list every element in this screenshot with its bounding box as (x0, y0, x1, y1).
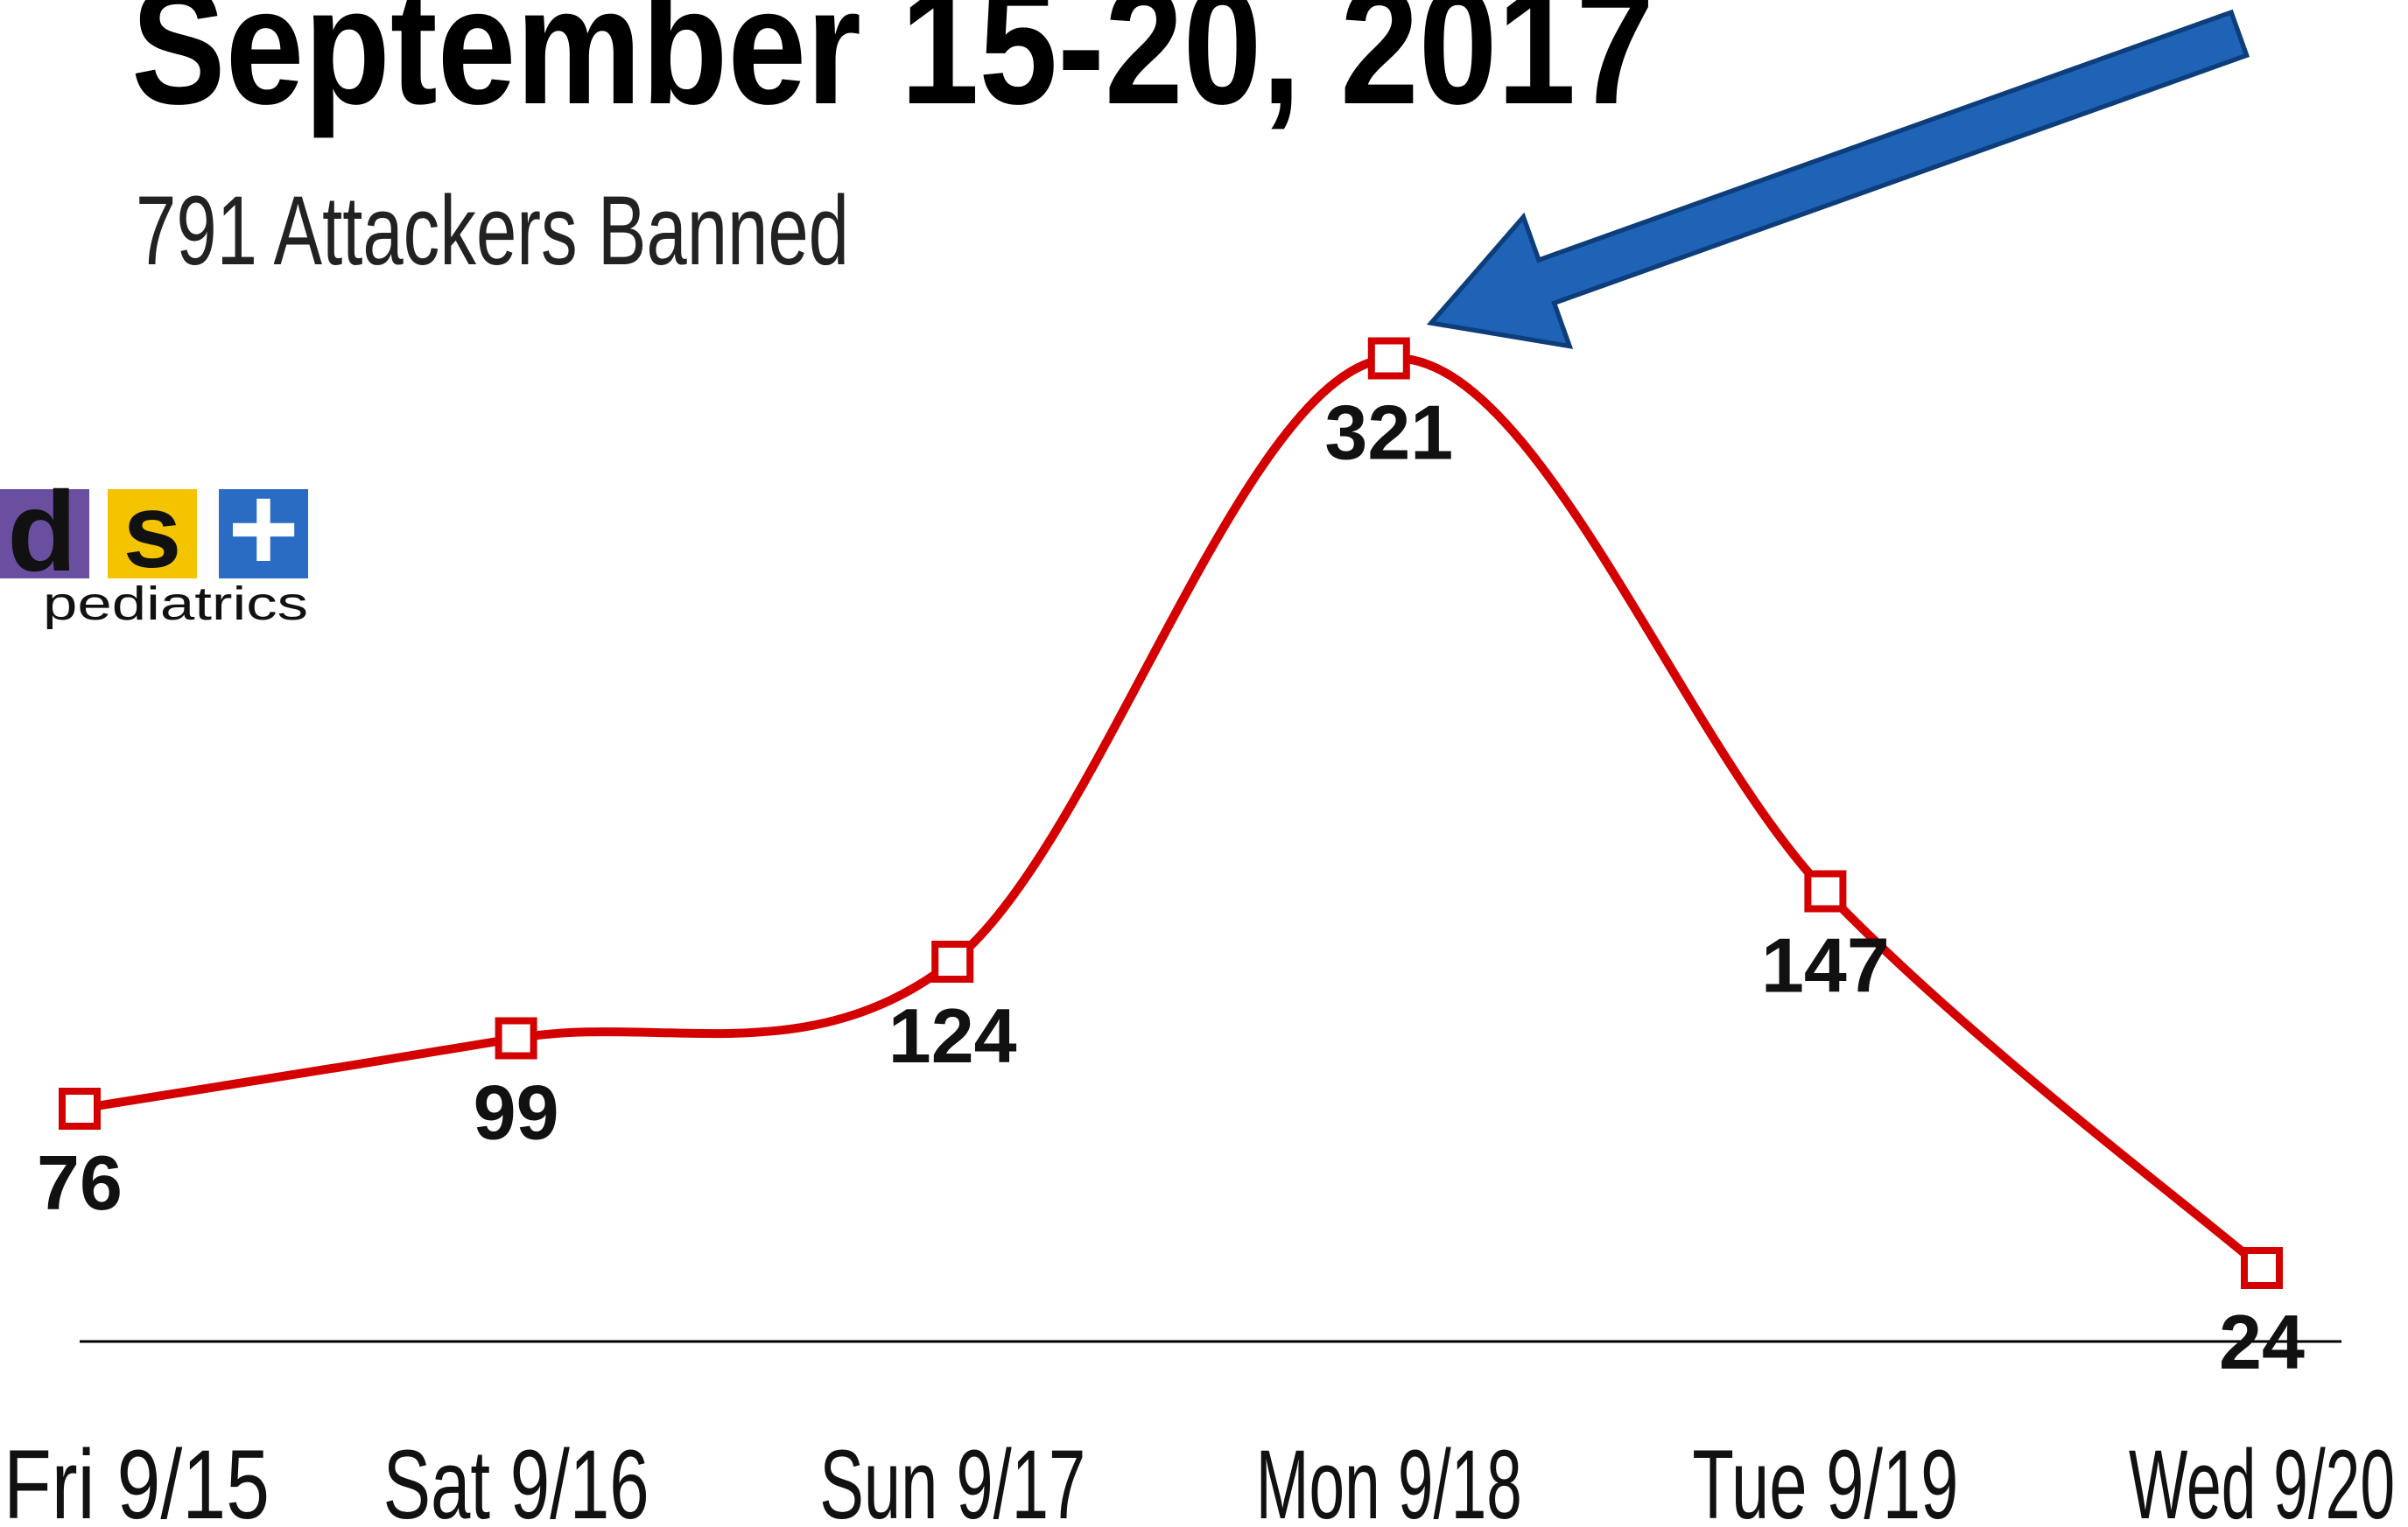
arrow-shape (1426, 9, 2250, 349)
x-tick-label: Tue 9/19 (1692, 1430, 1958, 1527)
logo-tile (219, 489, 308, 578)
series-line (79, 354, 2265, 1271)
logo-tile (108, 489, 197, 578)
logo-letter: + (228, 459, 299, 597)
data-label: 24 (2219, 1299, 2305, 1385)
data-label: 124 (888, 992, 1017, 1079)
logo-letter: s (123, 473, 182, 590)
logo-letter: d (7, 467, 76, 595)
data-label: 147 (1761, 922, 1890, 1009)
point-marker (495, 1017, 537, 1060)
x-tick-label: Wed 9/20 (2129, 1430, 2395, 1527)
x-tick-label: Fri 9/15 (4, 1430, 270, 1527)
chart-title: September 15-20, 2017 (131, 0, 1654, 139)
logo: d s + pediatrics (0, 459, 308, 630)
x-tick-label: Sat 9/16 (383, 1430, 649, 1527)
arrow (1426, 9, 2250, 349)
point-marker (2241, 1247, 2283, 1289)
data-label: 76 (37, 1139, 123, 1226)
x-tick-label: Mon 9/18 (1256, 1430, 1522, 1527)
x-tick-label: Sun 9/17 (819, 1430, 1085, 1527)
logo-tile (0, 489, 89, 578)
point-marker (1804, 870, 1847, 913)
data-label: 321 (1324, 389, 1453, 476)
chart-subtitle: 791 Attackers Banned (136, 176, 849, 285)
point-marker (1367, 337, 1410, 380)
point-marker (931, 941, 974, 983)
point-marker (59, 1088, 101, 1130)
data-label: 99 (474, 1069, 559, 1156)
logo-text: pediatrics (43, 578, 308, 630)
